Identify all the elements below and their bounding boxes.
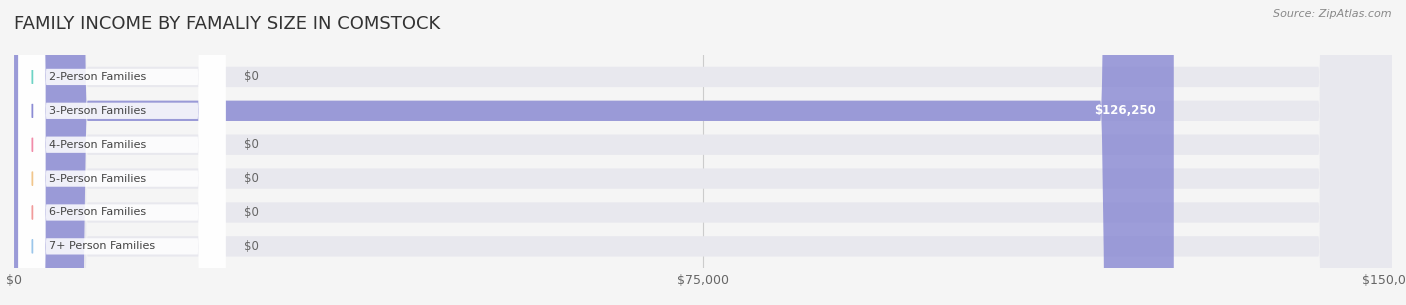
- FancyBboxPatch shape: [18, 0, 225, 305]
- Text: $0: $0: [243, 172, 259, 185]
- Text: $0: $0: [243, 206, 259, 219]
- Text: 6-Person Families: 6-Person Families: [49, 207, 146, 217]
- Text: $0: $0: [243, 138, 259, 151]
- Text: Source: ZipAtlas.com: Source: ZipAtlas.com: [1274, 9, 1392, 19]
- FancyBboxPatch shape: [18, 0, 225, 305]
- FancyBboxPatch shape: [18, 0, 225, 305]
- FancyBboxPatch shape: [14, 0, 1392, 305]
- FancyBboxPatch shape: [14, 0, 1392, 305]
- Text: $126,250: $126,250: [1094, 104, 1156, 117]
- FancyBboxPatch shape: [14, 0, 1392, 305]
- Text: FAMILY INCOME BY FAMALIY SIZE IN COMSTOCK: FAMILY INCOME BY FAMALIY SIZE IN COMSTOC…: [14, 15, 440, 33]
- Text: 3-Person Families: 3-Person Families: [49, 106, 146, 116]
- Text: 5-Person Families: 5-Person Families: [49, 174, 146, 184]
- FancyBboxPatch shape: [18, 0, 225, 305]
- FancyBboxPatch shape: [18, 0, 225, 305]
- Text: 7+ Person Families: 7+ Person Families: [49, 241, 155, 251]
- Text: 4-Person Families: 4-Person Families: [49, 140, 146, 150]
- FancyBboxPatch shape: [14, 0, 1392, 305]
- FancyBboxPatch shape: [14, 0, 1174, 305]
- FancyBboxPatch shape: [14, 0, 1392, 305]
- FancyBboxPatch shape: [18, 0, 225, 305]
- Text: 2-Person Families: 2-Person Families: [49, 72, 146, 82]
- Text: $0: $0: [243, 240, 259, 253]
- Text: $0: $0: [243, 70, 259, 84]
- FancyBboxPatch shape: [14, 0, 1392, 305]
